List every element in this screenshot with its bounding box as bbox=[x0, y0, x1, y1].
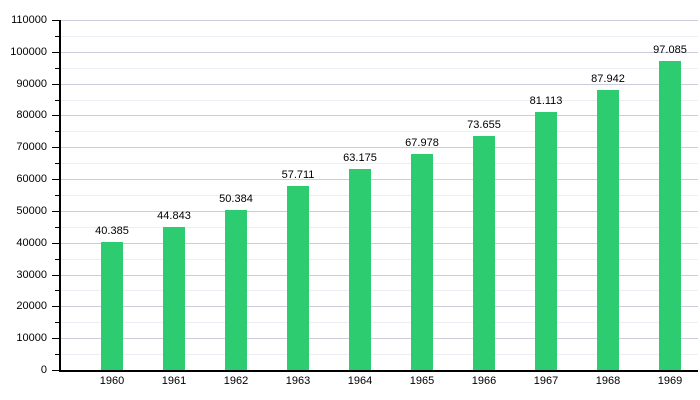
y-axis-minor-tick bbox=[55, 36, 59, 37]
y-axis-minor-tick bbox=[55, 322, 59, 323]
x-axis-tick-label: 1969 bbox=[657, 375, 683, 387]
y-axis-major-tick bbox=[52, 147, 59, 148]
x-axis-tick-label: 1967 bbox=[533, 375, 559, 387]
y-axis-tick-label: 110000 bbox=[11, 14, 47, 26]
y-axis-major-tick bbox=[52, 370, 59, 371]
major-gridline bbox=[61, 20, 698, 21]
minor-gridline bbox=[61, 290, 698, 291]
bar bbox=[411, 154, 433, 370]
bar-value-label: 87.942 bbox=[591, 73, 625, 85]
y-axis-minor-tick bbox=[55, 259, 59, 260]
minor-gridline bbox=[61, 227, 698, 228]
y-axis-line bbox=[59, 20, 61, 372]
x-axis-tick-label: 1961 bbox=[161, 375, 187, 387]
y-axis-major-tick bbox=[52, 243, 59, 244]
y-axis-minor-tick bbox=[55, 68, 59, 69]
bar bbox=[163, 227, 185, 370]
y-axis-major-tick bbox=[52, 275, 59, 276]
minor-gridline bbox=[61, 322, 698, 323]
y-axis-minor-tick bbox=[55, 290, 59, 291]
bar bbox=[659, 61, 681, 370]
bar bbox=[349, 169, 371, 370]
minor-gridline bbox=[61, 354, 698, 355]
y-axis-minor-tick bbox=[55, 131, 59, 132]
x-axis-tick-label: 1968 bbox=[595, 375, 621, 387]
y-axis-minor-tick bbox=[55, 354, 59, 355]
minor-gridline bbox=[61, 131, 698, 132]
x-axis-line bbox=[59, 370, 698, 372]
y-axis-minor-tick bbox=[55, 195, 59, 196]
bar-value-label: 57.711 bbox=[281, 169, 315, 181]
y-axis-tick-label: 80000 bbox=[16, 109, 47, 121]
major-gridline bbox=[61, 306, 698, 307]
y-axis-major-tick bbox=[52, 338, 59, 339]
bar-value-label: 67.978 bbox=[405, 137, 439, 149]
bar bbox=[597, 90, 619, 370]
y-axis-tick-label: 0 bbox=[40, 364, 47, 376]
major-gridline bbox=[61, 275, 698, 276]
bar-value-label: 63.175 bbox=[343, 152, 377, 164]
bar bbox=[535, 112, 557, 370]
y-axis-minor-tick bbox=[55, 100, 59, 101]
bar bbox=[101, 242, 123, 370]
x-axis-tick-label: 1965 bbox=[409, 375, 435, 387]
bar-value-label: 81.113 bbox=[529, 95, 563, 107]
bar bbox=[287, 186, 309, 370]
major-gridline bbox=[61, 179, 698, 180]
minor-gridline bbox=[61, 36, 698, 37]
bar-value-label: 97.085 bbox=[653, 44, 687, 56]
y-axis-major-tick bbox=[52, 20, 59, 21]
major-gridline bbox=[61, 84, 698, 85]
y-axis-tick-label: 100000 bbox=[10, 46, 47, 58]
minor-gridline bbox=[61, 100, 698, 101]
major-gridline bbox=[61, 52, 698, 53]
major-gridline bbox=[61, 147, 698, 148]
y-axis-tick-label: 50000 bbox=[16, 205, 47, 217]
x-axis-tick-label: 1964 bbox=[347, 375, 373, 387]
major-gridline bbox=[61, 115, 698, 116]
x-axis-tick-label: 1963 bbox=[285, 375, 311, 387]
y-axis-minor-tick bbox=[55, 227, 59, 228]
y-axis-major-tick bbox=[52, 211, 59, 212]
major-gridline bbox=[61, 338, 698, 339]
bar bbox=[225, 210, 247, 370]
major-gridline bbox=[61, 211, 698, 212]
bar-value-label: 40.385 bbox=[95, 225, 129, 237]
y-axis-tick-label: 20000 bbox=[16, 300, 47, 312]
y-axis-major-tick bbox=[52, 84, 59, 85]
bar-value-label: 73.655 bbox=[467, 119, 501, 131]
minor-gridline bbox=[61, 68, 698, 69]
y-axis-tick-label: 60000 bbox=[16, 173, 47, 185]
y-axis-tick-label: 10000 bbox=[16, 332, 47, 344]
bar-value-label: 50.384 bbox=[219, 193, 253, 205]
minor-gridline bbox=[61, 259, 698, 260]
bar-value-label: 44.843 bbox=[157, 210, 191, 222]
y-axis-major-tick bbox=[52, 115, 59, 116]
y-axis-tick-label: 40000 bbox=[16, 237, 47, 249]
y-axis-minor-tick bbox=[55, 163, 59, 164]
x-axis-tick-label: 1960 bbox=[99, 375, 125, 387]
x-axis-tick-label: 1962 bbox=[223, 375, 249, 387]
y-axis-major-tick bbox=[52, 52, 59, 53]
x-axis-tick-label: 1966 bbox=[471, 375, 497, 387]
y-axis-major-tick bbox=[52, 179, 59, 180]
minor-gridline bbox=[61, 163, 698, 164]
major-gridline bbox=[61, 243, 698, 244]
minor-gridline bbox=[61, 195, 698, 196]
y-axis-tick-label: 90000 bbox=[16, 78, 47, 90]
y-axis-tick-label: 70000 bbox=[16, 141, 47, 153]
bar bbox=[473, 136, 495, 370]
y-axis-major-tick bbox=[52, 306, 59, 307]
y-axis-tick-label: 30000 bbox=[16, 269, 47, 281]
